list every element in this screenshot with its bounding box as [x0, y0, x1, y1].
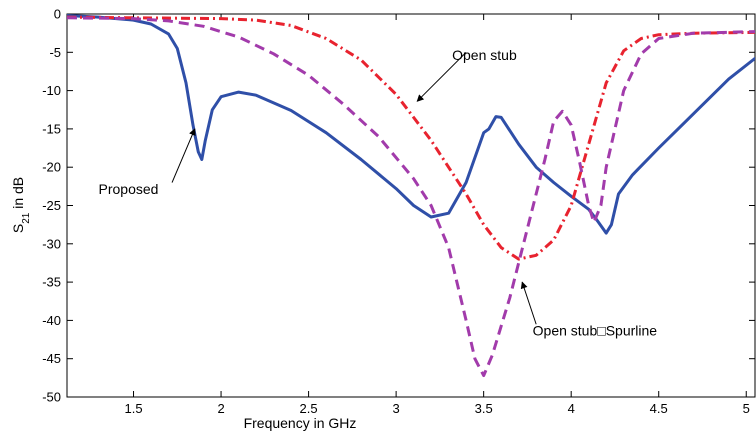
y-tick-label: -30 [42, 236, 61, 251]
y-tick-label: -20 [42, 160, 61, 175]
annotation-label-2: Open stub□Spurline [533, 323, 658, 339]
series-line-2 [67, 16, 755, 378]
series-line-0 [67, 14, 755, 235]
annotation-arrow-2 [520, 281, 537, 325]
x-axis-label: Frequency in GHz [244, 415, 357, 431]
y-tick-label: -50 [42, 390, 61, 405]
x-tick-label: 1.5 [124, 401, 142, 416]
x-tick-label: 3 [393, 401, 400, 416]
x-tick-label: 2.5 [300, 401, 318, 416]
annotation-arrow-0 [416, 51, 467, 102]
y-tick-label: -40 [42, 313, 61, 328]
y-tick-label: -35 [42, 275, 61, 290]
annotation-label-0: Open stub [452, 47, 517, 63]
series-line-1 [67, 15, 755, 261]
y-tick-label: -10 [42, 83, 61, 98]
plot-area [66, 13, 756, 398]
x-tick-label: 4 [568, 401, 575, 416]
y-axis-label-main: S [10, 224, 26, 233]
y-tick-label: -45 [42, 351, 61, 366]
x-tick-label: 3.5 [475, 401, 493, 416]
y-tick-label: 0 [54, 7, 61, 22]
y-axis-label: S21 in dB [10, 177, 32, 233]
x-tick-label: 4.5 [650, 401, 668, 416]
y-axis-label-rest: in dB [10, 177, 26, 213]
axis-ticks: 1.5 2 2.5 3 3.5 4 4.5 5 0 -5 -10 -15 -20 -25 -30 -35 -40… [42, 7, 755, 416]
y-axis-label-sub: 21 [21, 212, 32, 224]
annotations-layer: Open stub Proposed Open stub□Spurline [99, 47, 658, 339]
annotation-label-1: Proposed [99, 181, 159, 197]
x-tick-label: 5 [743, 401, 750, 416]
annotation-arrow-1 [171, 128, 196, 183]
y-tick-label: -25 [42, 198, 61, 213]
y-tick-label: -5 [49, 45, 61, 60]
series-layer [67, 14, 755, 378]
y-tick-label: -15 [42, 121, 61, 136]
x-tick-label: 2 [217, 401, 224, 416]
